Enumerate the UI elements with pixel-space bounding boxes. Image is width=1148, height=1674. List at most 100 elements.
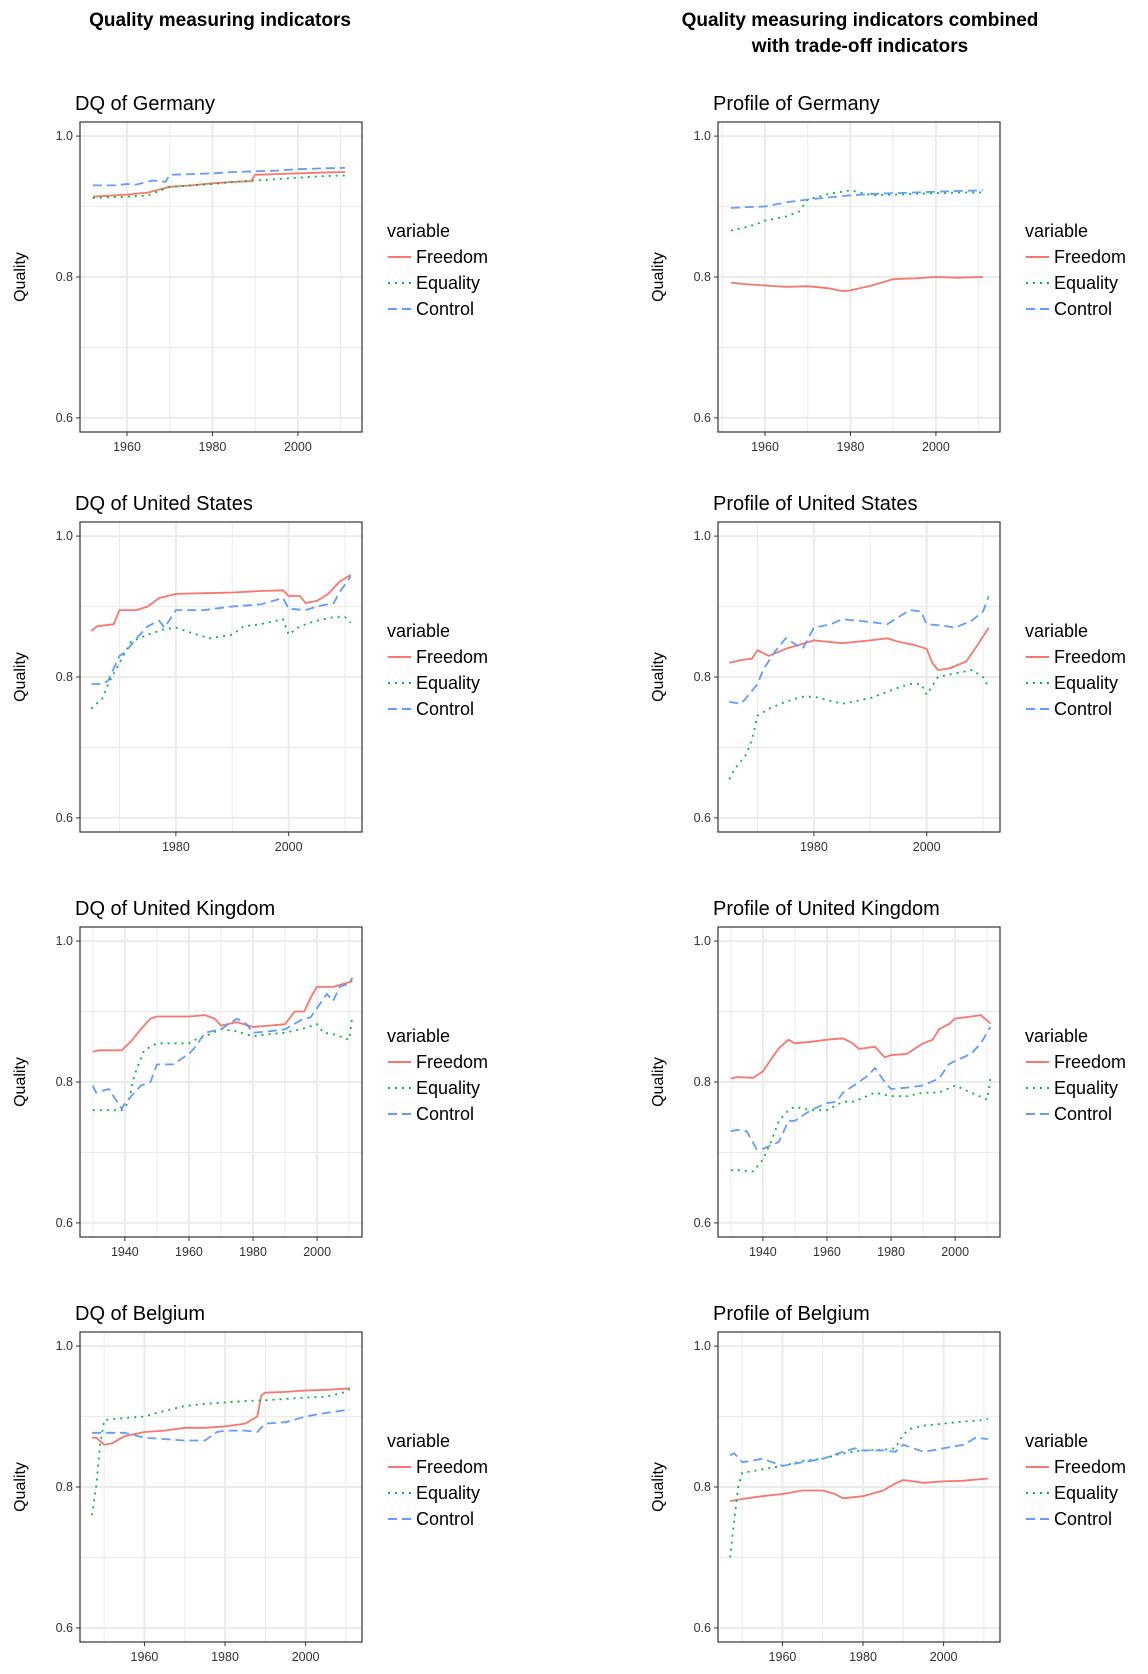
x-tick-label: 1960 xyxy=(113,440,141,454)
legend-label-equality: Equality xyxy=(416,273,480,293)
legend-title: variable xyxy=(1025,1431,1088,1451)
legend: variable Freedom Equality Control xyxy=(387,621,488,719)
legend-label-control: Control xyxy=(1054,299,1112,319)
chart-profile-of-belgium: Profile of Belgium 0.6 0.8 1.0 1960 1980 2000 Q… xyxy=(650,1303,1126,1664)
x-tick-label: 2000 xyxy=(941,1245,969,1259)
legend-label-control: Control xyxy=(416,299,474,319)
y-tick-label: 1.0 xyxy=(694,934,711,948)
series-line-control xyxy=(730,189,983,209)
series-line-freedom xyxy=(729,1477,988,1502)
legend-title: variable xyxy=(387,1431,450,1451)
y-tick-label: 0.8 xyxy=(56,1075,73,1089)
chart-dq-of-germany: DQ of Germany 0.6 0.8 1.0 1960 1980 2000 Qualit… xyxy=(12,93,488,454)
legend-label-equality: Equality xyxy=(1054,673,1118,693)
series-line-control xyxy=(92,1408,351,1442)
legend: variable Freedom Equality Control xyxy=(1025,1431,1126,1529)
y-axis-label: Quality xyxy=(650,1462,667,1512)
series-line-equality xyxy=(728,669,990,780)
x-tick-label: 2000 xyxy=(275,840,303,854)
y-tick-label: 0.6 xyxy=(694,411,711,425)
legend: variable Freedom Equality Control xyxy=(387,221,488,319)
right-header-line-1: Quality measuring indicators combined xyxy=(681,10,1039,31)
y-axis-label: Quality xyxy=(650,652,667,702)
panel-title: Profile of Belgium xyxy=(713,1303,870,1325)
x-tick-label: 2000 xyxy=(913,840,941,854)
right-column-header: Quality measuring indicators combined wi… xyxy=(600,8,1120,60)
y-tick-label: 1.0 xyxy=(694,129,711,143)
y-tick-label: 0.6 xyxy=(694,1621,711,1635)
x-tick-label: 1960 xyxy=(751,440,779,454)
series-line-control xyxy=(92,166,345,187)
left-column-header: Quality measuring indicators xyxy=(30,8,410,34)
y-tick-label: 0.8 xyxy=(694,1480,711,1494)
legend-label-equality: Equality xyxy=(1054,273,1118,293)
y-axis-label: Quality xyxy=(12,1057,29,1107)
y-tick-label: 0.6 xyxy=(56,811,73,825)
panel-title: Profile of Germany xyxy=(713,93,880,115)
legend-title: variable xyxy=(387,621,450,641)
x-tick-label: 1980 xyxy=(877,1245,905,1259)
panel-title: DQ of United Kingdom xyxy=(75,898,275,920)
x-tick-label: 2000 xyxy=(284,440,312,454)
panel-title: Profile of United States xyxy=(713,493,918,515)
panel-title: Profile of United Kingdom xyxy=(713,898,940,920)
x-tick-label: 1980 xyxy=(239,1245,267,1259)
chart-dq-of-belgium: DQ of Belgium 0.6 0.8 1.0 1960 1980 2000 Qualit… xyxy=(12,1303,488,1664)
x-tick-label: 1960 xyxy=(131,1650,159,1664)
y-tick-label: 1.0 xyxy=(56,129,73,143)
y-axis-label: Quality xyxy=(650,1057,667,1107)
panel-title: DQ of United States xyxy=(75,493,253,515)
y-tick-label: 0.8 xyxy=(56,670,73,684)
x-tick-label: 1980 xyxy=(199,440,227,454)
y-tick-label: 1.0 xyxy=(694,1339,711,1353)
legend-label-equality: Equality xyxy=(416,673,480,693)
y-tick-label: 1.0 xyxy=(56,1339,73,1353)
series-line-control xyxy=(91,575,352,685)
chart-profile-of-germany: Profile of Germany 0.6 0.8 1.0 1960 1980 2000 Q… xyxy=(650,93,1126,454)
legend-label-equality: Equality xyxy=(416,1078,480,1098)
legend-title: variable xyxy=(387,221,450,241)
y-tick-label: 0.8 xyxy=(694,1075,711,1089)
x-tick-label: 2000 xyxy=(930,1650,958,1664)
series-line-equality xyxy=(729,1417,989,1558)
x-tick-label: 2000 xyxy=(303,1245,331,1259)
series-line-freedom xyxy=(730,1014,991,1080)
series-line-freedom xyxy=(730,276,983,293)
x-tick-label: 1940 xyxy=(111,1245,139,1259)
legend-label-freedom: Freedom xyxy=(1054,1457,1126,1477)
y-axis-label: Quality xyxy=(12,652,29,702)
y-tick-label: 1.0 xyxy=(56,934,73,948)
series-line-freedom xyxy=(92,980,353,1053)
x-tick-label: 1980 xyxy=(211,1650,239,1664)
y-tick-label: 0.6 xyxy=(694,811,711,825)
y-axis-label: Quality xyxy=(12,1462,29,1512)
x-tick-label: 1960 xyxy=(769,1650,797,1664)
x-tick-label: 1980 xyxy=(162,840,190,854)
y-tick-label: 0.6 xyxy=(56,1621,73,1635)
y-tick-label: 0.8 xyxy=(56,270,73,284)
series-line-equality xyxy=(730,1078,992,1173)
legend: variable Freedom Equality Control xyxy=(1025,621,1126,719)
legend-label-equality: Equality xyxy=(1054,1483,1118,1503)
x-tick-label: 1980 xyxy=(800,840,828,854)
legend-label-freedom: Freedom xyxy=(416,1457,488,1477)
left-header-line-1: Quality measuring indicators xyxy=(89,10,351,31)
legend-label-freedom: Freedom xyxy=(416,1052,488,1072)
chart-profile-of-united-kingdom: Profile of United Kingdom 0.6 0.8 1.0 1940 19… xyxy=(650,898,1126,1259)
legend-label-control: Control xyxy=(1054,1104,1112,1124)
legend: variable Freedom Equality Control xyxy=(1025,1026,1126,1124)
legend-label-freedom: Freedom xyxy=(416,247,488,267)
legend-label-control: Control xyxy=(416,699,474,719)
legend-label-freedom: Freedom xyxy=(1054,647,1126,667)
panel-title: DQ of Belgium xyxy=(75,1303,205,1325)
series-line-equality xyxy=(91,1387,351,1516)
legend: variable Freedom Equality Control xyxy=(387,1026,488,1124)
y-axis-label: Quality xyxy=(12,252,29,302)
y-tick-label: 0.6 xyxy=(694,1216,711,1230)
y-tick-label: 0.8 xyxy=(694,270,711,284)
y-axis-label: Quality xyxy=(650,252,667,302)
series-line-control xyxy=(91,977,354,1110)
series-line-freedom xyxy=(92,1387,350,1446)
y-tick-label: 0.8 xyxy=(694,670,711,684)
